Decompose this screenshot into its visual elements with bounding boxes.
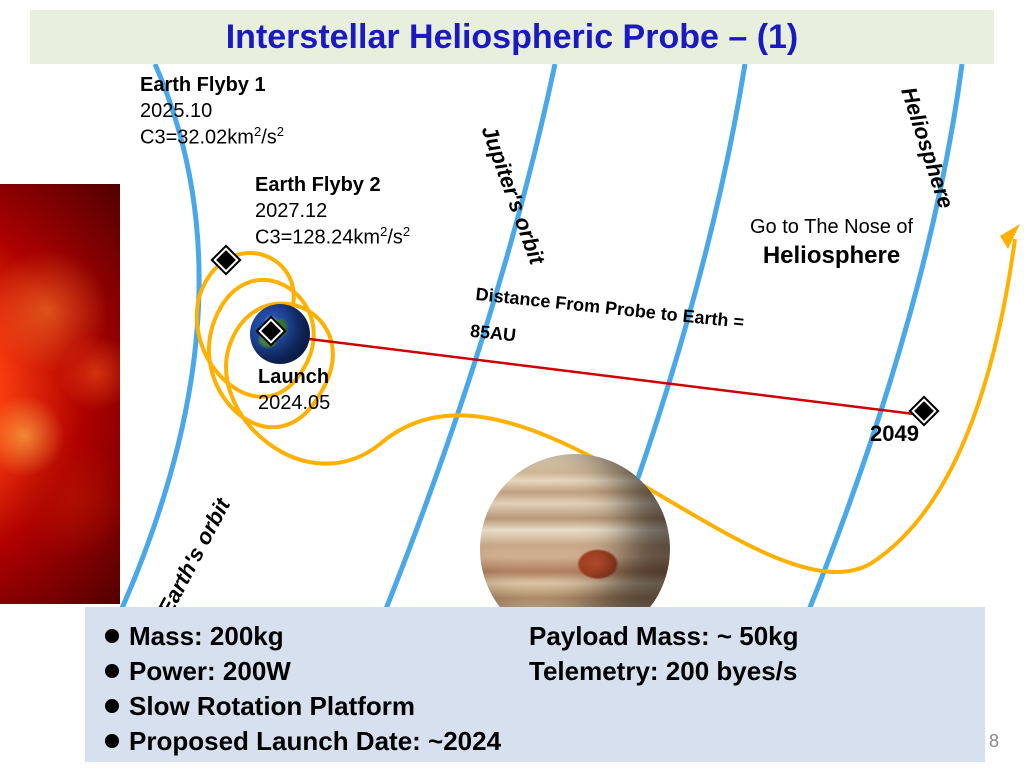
page-title: Interstellar Heliospheric Probe – (1): [226, 18, 799, 57]
bullet-icon: [105, 699, 119, 713]
destination-label: Go to The Nose of Heliosphere: [750, 214, 913, 271]
spec-platform: Slow Rotation Platform: [129, 689, 415, 724]
spec-launch-date: Proposed Launch Date: ~2024: [129, 724, 501, 759]
title-bar: Interstellar Heliospheric Probe – (1): [30, 10, 994, 64]
launch-label: Launch 2024.05: [258, 364, 330, 416]
spec-telemetry: Telemetry: 200 byes/s: [529, 654, 797, 689]
bullet-icon: [105, 664, 119, 678]
distance-label-2: 85AU: [469, 320, 517, 348]
flyby1-label: Earth Flyby 1 2025.10 C3=32.02km2/s2: [140, 72, 284, 151]
flyby2-label: Earth Flyby 2 2027.12 C3=128.24km2/s2: [255, 172, 410, 251]
page-number: 8: [989, 731, 999, 752]
arrival-year: 2049: [870, 420, 919, 449]
bullet-icon: [105, 734, 119, 748]
spec-panel: Mass: 200kg Payload Mass: ~ 50kg Power: …: [85, 607, 985, 762]
spec-power: Power: 200W: [129, 654, 529, 689]
bullet-icon: [105, 629, 119, 643]
sun-image: [0, 184, 120, 604]
spec-payload: Payload Mass: ~ 50kg: [529, 619, 799, 654]
spec-mass: Mass: 200kg: [129, 619, 529, 654]
flyby2-c3: C3=128.24km2/s2: [255, 224, 410, 251]
flyby1-c3: C3=32.02km2/s2: [140, 124, 284, 151]
